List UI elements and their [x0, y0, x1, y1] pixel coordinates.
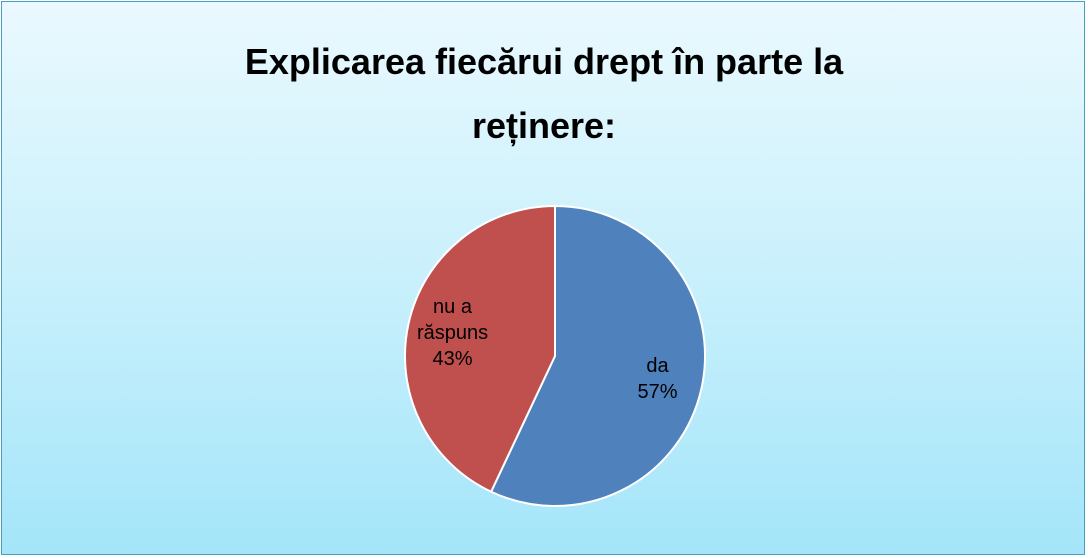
pie-slice: [404, 204, 556, 494]
chart-title: Explicarea fiecărui drept în parte la re…: [244, 41, 844, 146]
value-label: 57%: [637, 380, 678, 403]
pie-slice: [489, 204, 706, 507]
category-label: da: [646, 354, 669, 377]
slice-label: da 57%: [602, 353, 712, 405]
slice-label: nu a răspuns 43%: [398, 294, 508, 372]
category-label: nu a răspuns: [416, 296, 489, 345]
value-label: 43%: [432, 348, 473, 371]
